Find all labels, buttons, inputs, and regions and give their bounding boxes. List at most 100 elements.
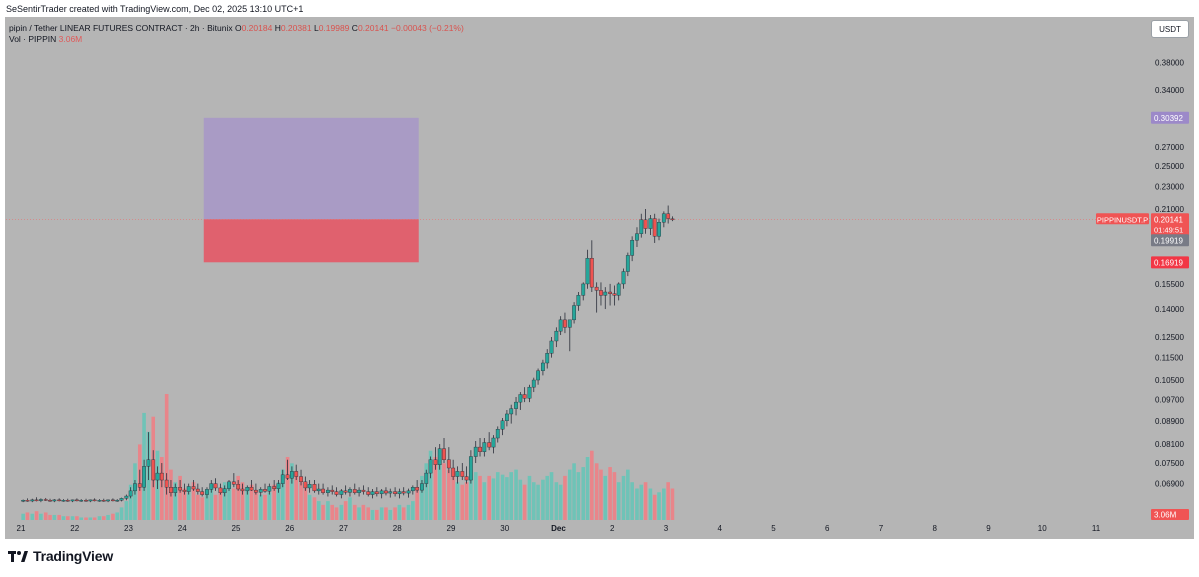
volume-bar [25,512,30,520]
candle [227,480,231,491]
candle-body [509,408,514,415]
price-axis: 0.38000 0.34000 0.27000 0.25000 0.23000 0.210… [1155,59,1184,489]
candle [420,480,424,493]
volume-bar [594,463,599,520]
candle-body [191,486,196,490]
candle-body [97,500,102,502]
volume-value: 3.06M [58,34,83,44]
volume-bar [312,497,317,520]
candle-body [119,498,124,501]
volume-label-value: 3.06M [1154,511,1177,520]
candle [200,487,205,497]
position-target-zone[interactable] [203,117,419,220]
volume-bar [514,469,518,520]
candle-body [357,489,361,493]
volume-bar [639,484,644,520]
volume-bar [348,497,352,520]
price-label-previous[interactable]: 0.19919 [1151,234,1189,247]
volume-bar [527,475,532,520]
candle [97,499,102,502]
open-label: O [234,23,242,33]
candle-body [563,319,567,328]
candle-body [280,474,285,484]
candle [509,404,514,424]
candle-body [406,490,411,494]
candle [209,480,214,493]
candle-body [428,459,433,474]
price-label-stop[interactable]: 0.16919 [1151,256,1189,269]
volume-bar [173,482,178,520]
symbol-legend[interactable]: pipin / Tether LINEAR FUTURES CONTRACT ·… [9,23,464,33]
candle [393,487,397,497]
candle [25,498,30,502]
volume-bar [101,516,106,520]
candle [128,487,133,499]
candle-body [348,489,352,493]
candle [253,483,258,495]
volume-bar [581,467,586,520]
volume-bar [635,488,639,520]
candle [585,249,590,289]
candle-body [65,500,70,502]
price-label-target[interactable]: 0.30392 [1151,111,1189,124]
candle [321,483,325,495]
volume-bar [536,484,540,520]
candle-body [433,459,438,465]
volume-bar [500,474,505,520]
candle-body [146,459,151,467]
volume-bar [343,501,348,520]
candle-body [455,471,460,477]
chart-area[interactable] [5,17,1194,539]
volume-bar [455,482,460,520]
volume-bar [662,488,666,520]
candle-body [589,258,594,288]
candle [263,483,267,493]
candle [652,213,657,243]
candle-body [231,481,236,485]
candle-body [446,459,451,469]
candle-body [635,233,639,241]
candle-body [74,499,79,502]
candle [191,480,196,491]
candle [500,418,505,436]
candle [106,499,110,503]
candle-body [393,491,397,495]
volume-bar [451,475,455,520]
price-tick-label: 0.11500 [1155,354,1184,363]
candle-body [639,219,644,234]
volume-bar [563,475,567,520]
candle [361,485,366,495]
volume-bar [621,475,626,520]
volume-bar [249,484,254,520]
candle-body [111,499,115,502]
tradingview-brand[interactable]: TradingView [8,548,113,564]
candle-body [312,484,317,492]
candle [451,459,456,481]
candle-body [249,486,254,491]
volume-bar [554,482,559,520]
candle [133,480,137,495]
time-tick-label: 3 [664,524,669,533]
currency-button[interactable]: USDT [1151,20,1189,38]
candle [464,466,469,484]
volume-bar [420,475,424,520]
candle [366,487,371,497]
volume-bar [442,463,446,520]
high-value: 0.20381 [280,23,312,33]
change-value: −0.00043 (−0.21%) [391,23,464,33]
position-stop-zone[interactable] [203,219,419,263]
candle-body [545,353,550,364]
volume-bar [549,472,554,520]
volume-bar [630,482,634,520]
volume-legend[interactable]: Vol · PIPPIN 3.06M [9,34,82,44]
volume-bar [303,488,308,520]
candle-body [186,486,191,492]
candle-body [142,466,146,488]
volume-bar [21,513,25,520]
candle [111,498,115,502]
volume-bar [334,507,339,520]
candle-body [491,437,496,448]
volume-bar [97,516,102,520]
